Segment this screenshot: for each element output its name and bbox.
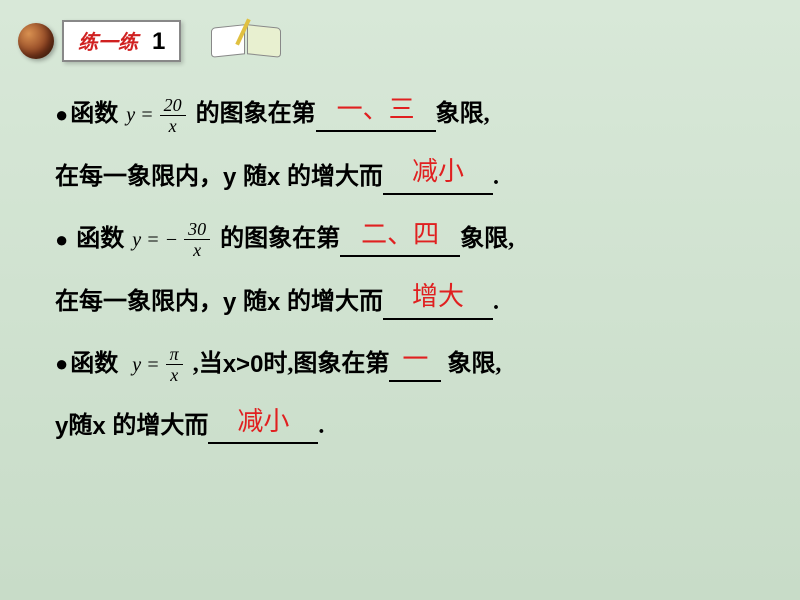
text: 在每一象限内，: [55, 286, 223, 320]
title-box: 练一练 1: [62, 20, 181, 62]
text: .: [318, 410, 324, 444]
condition: x>0: [223, 348, 264, 382]
var-x: x: [92, 410, 112, 444]
text: .: [493, 286, 499, 320]
var-x: x: [267, 161, 287, 195]
answer-blank: 增大: [383, 279, 493, 319]
text: 函数: [70, 348, 118, 382]
header: 练一练 1: [18, 18, 281, 63]
text: 的图象在第: [220, 223, 340, 257]
var-y: y: [223, 161, 243, 195]
text: 象限,: [460, 223, 514, 257]
text: 的增大而: [287, 161, 383, 195]
var-x: x: [267, 286, 287, 320]
bullet-icon: ●: [55, 225, 68, 256]
text: 象限,: [436, 98, 490, 132]
equation-lhs: y =: [126, 101, 153, 129]
title-number: 1: [152, 28, 165, 56]
problem-2-line-1: ● 函数 y = − 30 x 的图象在第 二、四 象限,: [55, 220, 745, 260]
text: 的图象在第: [196, 98, 316, 132]
problem-1-line-1: ● 函数 y = 20 x 的图象在第 一、三 象限,: [55, 95, 745, 135]
var-y: y: [223, 286, 243, 320]
bullet-icon: ●: [55, 349, 68, 380]
equation-lhs: y = −: [132, 226, 178, 254]
text: 象限,: [447, 348, 501, 382]
text: 在每一象限内，: [55, 161, 223, 195]
denominator: x: [193, 240, 201, 259]
book-icon: [211, 18, 281, 63]
sphere-icon: [18, 23, 54, 59]
answer-blank: 一: [389, 342, 441, 382]
numerator: 30: [184, 220, 210, 240]
problem-1-line-2: 在每一象限内， y 随 x 的增大而 减小 .: [55, 157, 745, 197]
text: 的增大而: [287, 286, 383, 320]
fraction: 20 x: [160, 96, 186, 135]
bullet-icon: ●: [55, 100, 68, 131]
answer-blank: 一、三: [316, 92, 436, 132]
text: 随: [68, 410, 92, 444]
text: 时,图象在第: [263, 348, 389, 382]
answer-blank: 减小: [208, 404, 318, 444]
title-text: 练一练: [78, 26, 138, 55]
numerator: π: [166, 345, 183, 365]
text: 随: [243, 286, 267, 320]
var-y: y: [55, 410, 68, 444]
denominator: x: [169, 116, 177, 135]
problem-3-line-2: y 随 x 的增大而 减小 .: [55, 407, 745, 447]
text: 的增大而: [112, 410, 208, 444]
numerator: 20: [160, 96, 186, 116]
equation-lhs: y =: [132, 351, 159, 379]
text: .: [493, 161, 499, 195]
text: 函数: [70, 98, 118, 132]
problem-2-line-2: 在每一象限内， y 随 x 的增大而 增大 .: [55, 282, 745, 322]
problem-3-line-1: ● 函数 y = π x ,当 x>0 时,图象在第 一 象限,: [55, 345, 745, 385]
text: 函数: [76, 223, 124, 257]
fraction: π x: [166, 345, 183, 384]
content: ● 函数 y = 20 x 的图象在第 一、三 象限, 在每一象限内， y 随 …: [55, 95, 745, 469]
text: 随: [243, 161, 267, 195]
answer-blank: 减小: [383, 154, 493, 194]
fraction: 30 x: [184, 220, 210, 259]
answer-blank: 二、四: [340, 217, 460, 257]
denominator: x: [170, 365, 178, 384]
text: ,当: [193, 348, 223, 382]
